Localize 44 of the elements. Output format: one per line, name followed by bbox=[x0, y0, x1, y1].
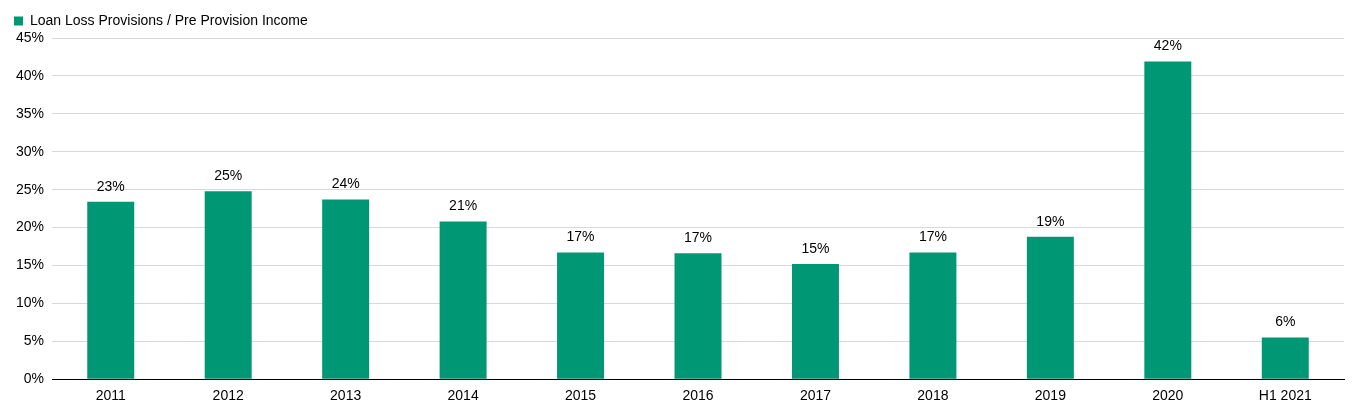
bar bbox=[674, 253, 722, 379]
bar bbox=[909, 252, 957, 379]
x-tick-label: 2017 bbox=[799, 387, 832, 404]
bar bbox=[1261, 337, 1309, 379]
x-tick-label: 2018 bbox=[917, 387, 949, 404]
data-label: 17% bbox=[918, 228, 947, 245]
y-tick-label: 20% bbox=[15, 218, 45, 235]
bar bbox=[439, 221, 487, 379]
x-tick-label: 2012 bbox=[212, 387, 244, 404]
x-tick-label: 2020 bbox=[1152, 387, 1184, 404]
y-tick-label: 10% bbox=[15, 294, 45, 311]
bar bbox=[1026, 236, 1074, 379]
bar bbox=[791, 263, 839, 379]
x-tick-label: 2011 bbox=[95, 387, 127, 404]
legend-label: Loan Loss Provisions / Pre Provision Income bbox=[30, 11, 309, 28]
data-label: 6% bbox=[1275, 313, 1296, 330]
data-label: 17% bbox=[683, 229, 713, 246]
y-tick-label: 0% bbox=[23, 370, 45, 387]
x-tick-label: 2019 bbox=[1034, 387, 1067, 404]
x-tick-label: H1 2021 bbox=[1258, 387, 1312, 404]
bar bbox=[557, 252, 605, 379]
data-label: 25% bbox=[214, 167, 243, 184]
y-tick-label: 5% bbox=[23, 332, 45, 349]
data-label: 23% bbox=[96, 177, 125, 194]
data-label: 17% bbox=[566, 228, 595, 245]
bar bbox=[204, 191, 252, 379]
y-tick-label: 25% bbox=[15, 180, 45, 197]
data-label: 19% bbox=[1036, 212, 1065, 229]
y-tick-label: 15% bbox=[15, 256, 45, 273]
bar bbox=[1144, 61, 1192, 379]
x-tick-label: 2013 bbox=[330, 387, 362, 404]
data-label: 42% bbox=[1153, 37, 1182, 54]
data-label: 15% bbox=[801, 239, 830, 256]
data-label: 24% bbox=[331, 175, 360, 192]
y-tick-label: 45% bbox=[15, 28, 45, 45]
x-tick-label: 2015 bbox=[564, 387, 597, 404]
y-tick-label: 30% bbox=[15, 142, 45, 159]
y-tick-label: 40% bbox=[15, 66, 45, 83]
data-label: 21% bbox=[449, 197, 478, 214]
x-tick-label: 2016 bbox=[682, 387, 714, 404]
x-tick-label: 2014 bbox=[447, 387, 479, 404]
bar bbox=[322, 199, 370, 379]
bar bbox=[87, 201, 135, 379]
y-tick-label: 35% bbox=[15, 104, 45, 121]
